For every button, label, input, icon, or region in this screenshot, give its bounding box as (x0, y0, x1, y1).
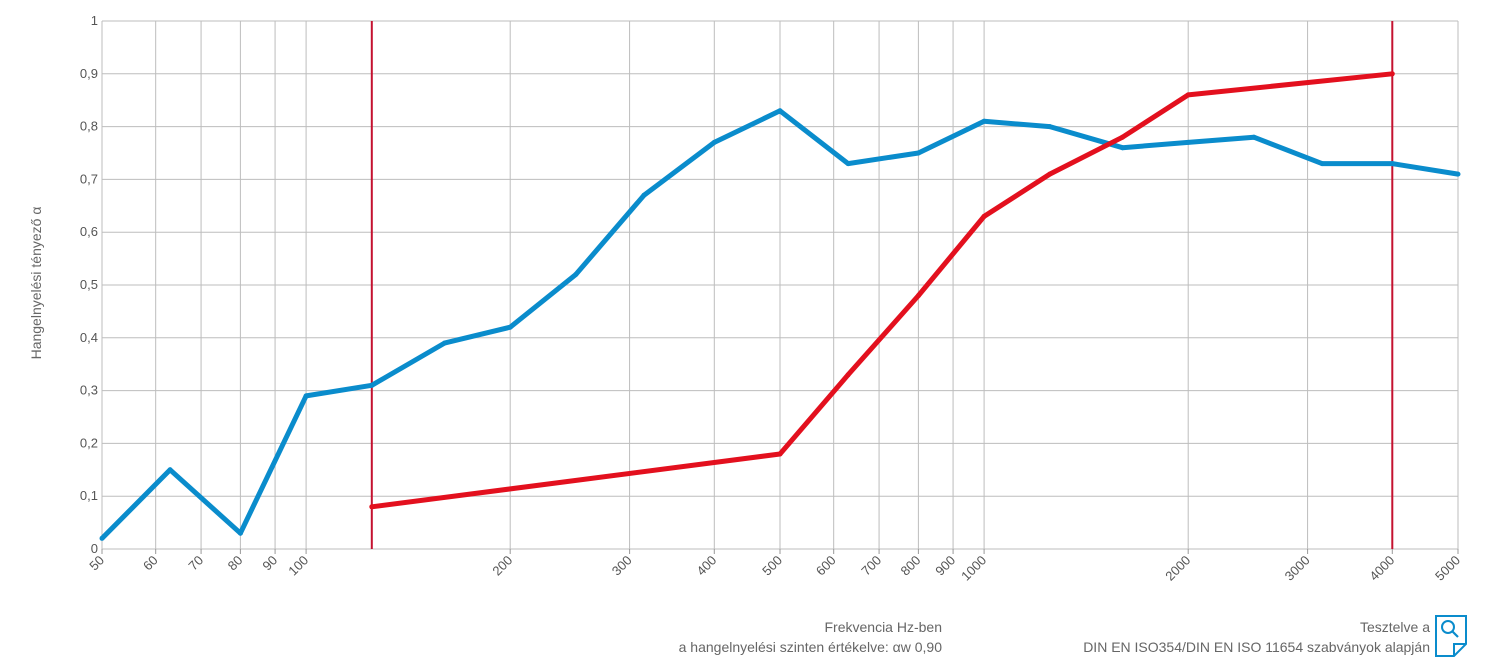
x-tick-label: 900 (932, 553, 958, 579)
data-point-red (1185, 92, 1191, 98)
x-tick-label: 70 (185, 553, 206, 574)
test-caption: Tesztelve a DIN EN ISO354/DIN EN ISO 116… (940, 617, 1430, 657)
data-point-blue (573, 271, 579, 277)
data-point-red (1389, 71, 1395, 77)
x-tick-label: 4000 (1366, 553, 1397, 584)
data-point-blue (981, 118, 987, 124)
x-tick-label: 100 (285, 553, 311, 579)
x-tick-label: 400 (693, 553, 719, 579)
x-tick-label: 50 (86, 553, 107, 574)
x-tick-label: 700 (858, 553, 884, 579)
x-tick-label: 80 (225, 553, 246, 574)
test-line-1: Tesztelve a (1359, 619, 1430, 635)
y-tick-label: 0,2 (80, 435, 98, 450)
data-point-blue (1120, 145, 1125, 151)
y-tick-label: 1 (91, 13, 98, 28)
x-axis-label: Frekvencia Hz-ben (824, 619, 943, 635)
x-tick-label: 5000 (1432, 553, 1463, 584)
data-point-blue (845, 161, 851, 167)
series-lines (99, 71, 1461, 541)
y-tick-label: 0,5 (80, 277, 98, 292)
x-tick-label: 500 (759, 553, 785, 579)
data-point-blue (167, 467, 173, 473)
y-tick-label: 0,1 (80, 488, 98, 503)
data-point-blue (1047, 124, 1053, 130)
test-line-2: DIN EN ISO354/DIN EN ISO 11654 szabványo… (1083, 639, 1430, 655)
data-point-blue (303, 393, 309, 399)
x-tick-label: 3000 (1282, 553, 1313, 584)
data-point-blue (442, 340, 447, 346)
y-tick-label: 0,8 (80, 119, 98, 134)
data-point-red (369, 504, 375, 510)
x-tick-label: 600 (813, 553, 839, 579)
data-point-red (981, 213, 987, 219)
data-point-blue (507, 324, 513, 330)
range-markers (370, 21, 1394, 549)
data-point-red (915, 293, 921, 299)
data-point-blue (1185, 139, 1191, 145)
x-tick-label: 300 (609, 553, 635, 579)
data-point-blue (1251, 134, 1257, 140)
data-point-blue (1455, 171, 1461, 177)
y-tick-label: 0,6 (80, 224, 98, 239)
data-point-blue (711, 139, 717, 145)
frequency-caption: Frekvencia Hz-ben a hangelnyelési szinte… (560, 617, 942, 657)
x-tick-label: 90 (259, 553, 280, 574)
x-tick-label: 200 (489, 553, 515, 579)
data-point-blue (1389, 161, 1395, 167)
data-point-blue (369, 382, 375, 388)
y-tick-label: 0,7 (80, 171, 98, 186)
y-tick-label: 0,3 (80, 383, 98, 398)
x-tick-label: 2000 (1162, 553, 1193, 584)
data-point-red (845, 372, 851, 378)
data-point-blue (237, 530, 243, 536)
data-point-blue (777, 108, 783, 114)
data-point-red (1120, 134, 1125, 140)
data-point-blue (641, 192, 647, 198)
rating-note: a hangelnyelési szinten értékelve: αw 0,… (678, 639, 942, 655)
data-point-red (777, 451, 783, 457)
data-point-blue (1319, 161, 1325, 167)
y-tick-label: 0,9 (80, 66, 98, 81)
data-point-blue (915, 150, 921, 156)
data-point-blue (99, 535, 105, 541)
data-point-red (1047, 171, 1053, 177)
y-tick-label: 0 (91, 541, 98, 556)
x-tick-label: 60 (140, 553, 161, 574)
grid (101, 20, 1459, 550)
x-tick-label: 1000 (958, 553, 989, 584)
y-tick-label: 0,4 (80, 330, 98, 345)
y-axis-label: Hangelnyelési tényező α (28, 207, 44, 360)
document-search-icon (1435, 615, 1467, 657)
x-tick-label: 800 (898, 553, 924, 579)
